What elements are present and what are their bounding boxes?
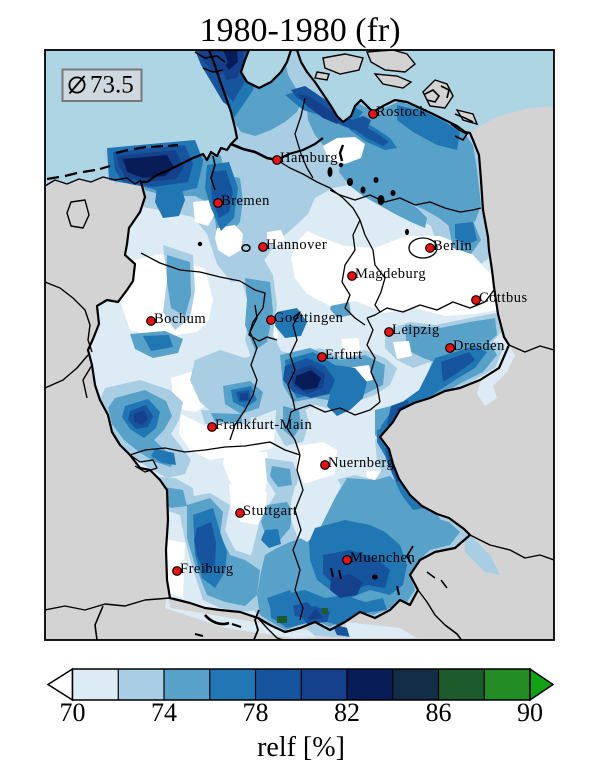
svg-text:Erfurt: Erfurt [325, 347, 363, 363]
svg-text:Rostock: Rostock [376, 104, 427, 120]
svg-text:Hannover: Hannover [266, 237, 327, 253]
svg-text:relf [%]: relf [%] [257, 732, 345, 763]
svg-text:Frankfurt-Main: Frankfurt-Main [215, 417, 312, 433]
svg-text:Magdeburg: Magdeburg [355, 266, 426, 282]
svg-text:Hamburg: Hamburg [280, 150, 338, 166]
svg-text:Stuttgart: Stuttgart [243, 503, 297, 519]
svg-text:Muenchen: Muenchen [350, 550, 415, 566]
svg-text:74: 74 [151, 698, 177, 727]
svg-text:86: 86 [426, 698, 452, 727]
svg-text:Goettingen: Goettingen [274, 310, 344, 326]
svg-text:70: 70 [60, 698, 86, 727]
svg-text:82: 82 [334, 698, 360, 727]
svg-text:Leipzig: Leipzig [392, 322, 440, 338]
svg-text:Freiburg: Freiburg [180, 561, 234, 577]
svg-text:Berlin: Berlin [433, 238, 472, 254]
svg-text:Dresden: Dresden [453, 338, 505, 354]
svg-text:Nuernberg: Nuernberg [328, 455, 394, 471]
svg-text:78: 78 [243, 698, 269, 727]
svg-text:Bochum: Bochum [154, 311, 206, 327]
svg-text:Cottbus: Cottbus [479, 290, 528, 306]
svg-text:73.5: 73.5 [90, 72, 134, 99]
svg-text:90: 90 [517, 698, 543, 727]
svg-text:Bremen: Bremen [221, 193, 270, 209]
